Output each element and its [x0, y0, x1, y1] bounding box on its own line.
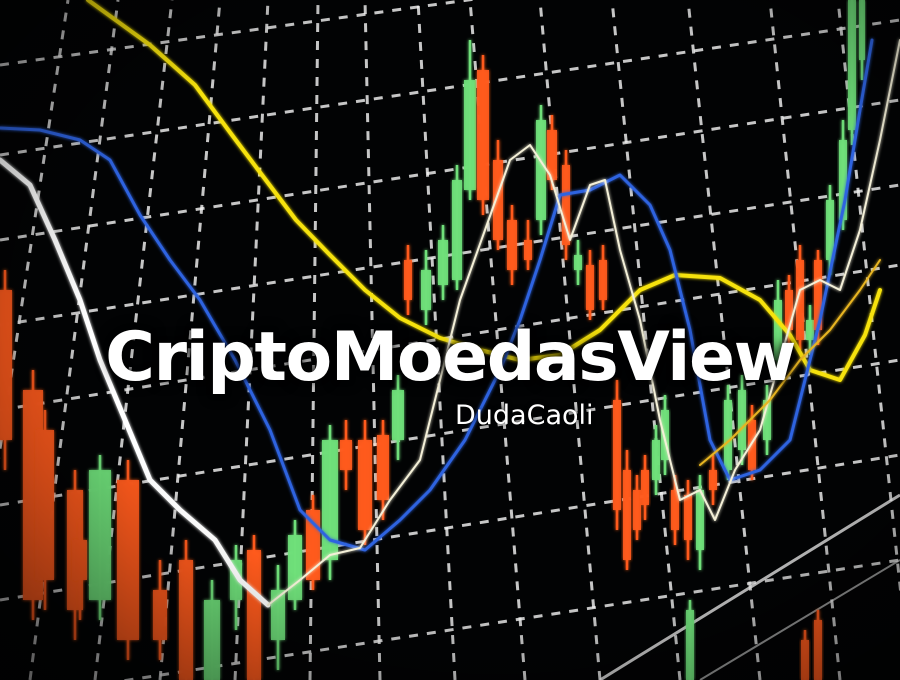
brand-title: CriptoMoedasView: [105, 318, 796, 397]
brand-subtitle: DudaCaoli: [455, 400, 594, 431]
